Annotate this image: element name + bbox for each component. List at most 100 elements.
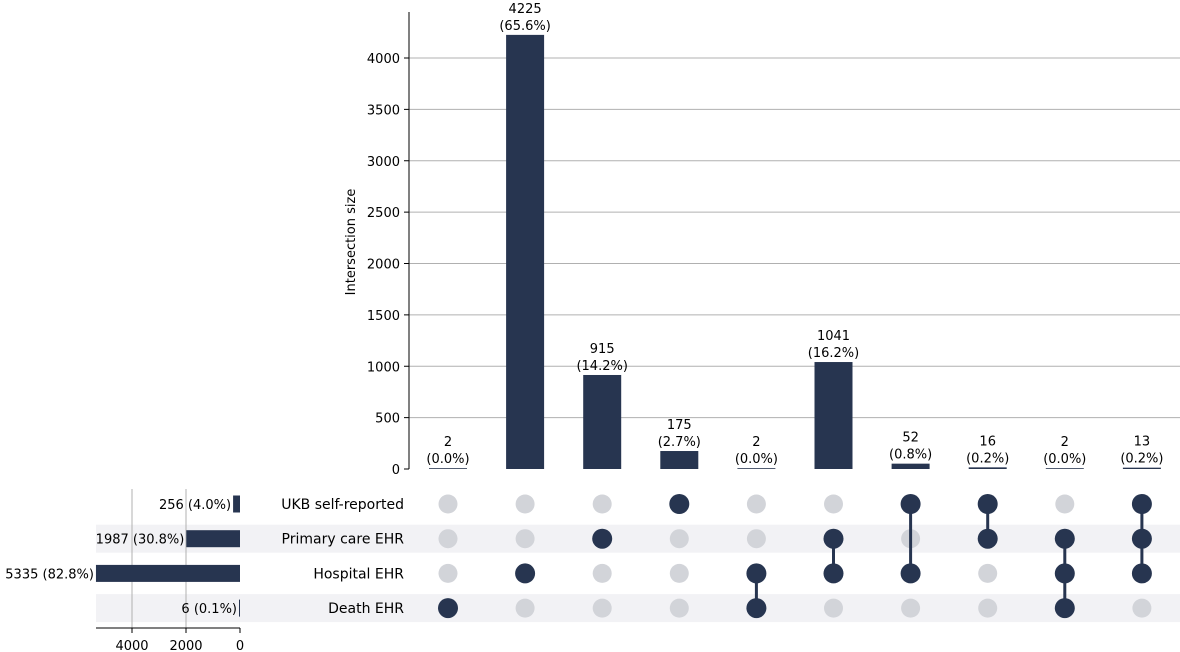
intersection-y-axis: 0 500 1000 1500 2000 2500 3000 3500 4000 [367,12,410,478]
bar-percent-label: (0.0%) [426,452,469,467]
y-tick-label: 500 [375,412,400,427]
bar-percent-label: (2.7%) [658,435,701,450]
set-name-label: Primary care EHR [282,532,405,548]
matrix-dot-inactive [901,598,921,618]
bar-percent-label: (16.2%) [808,346,859,361]
set-name-labels: UKB self-reported Primary care EHR Hospita… [281,497,404,617]
matrix-row-stripes [96,524,1180,623]
matrix-dot-inactive [746,494,766,514]
matrix-dot-inactive [592,494,612,514]
set-size-label: 256 (4.0%) [159,498,231,513]
matrix-dot-inactive [824,494,843,514]
matrix-dot-inactive [669,598,689,618]
y-tick-label: 2500 [367,206,400,221]
matrix-dot-active [823,528,844,549]
intersection-bar [429,468,467,469]
matrix-dot-active [977,528,998,549]
matrix-dot-active [1054,563,1075,584]
matrix-dot-active [977,494,998,514]
bar-percent-label: (0.2%) [966,451,1009,466]
matrix-dot-inactive [515,598,535,618]
intersection-bar [583,374,622,469]
matrix-dot-active [746,598,767,619]
bar-count-label: 915 [590,342,615,357]
matrix-dot-inactive [438,563,458,583]
matrix-dot-active [438,598,458,619]
matrix-row-stripe [96,594,1180,623]
matrix-dot-inactive [592,598,612,618]
matrix-dot-active [900,563,921,584]
intersection-bars [429,34,1161,469]
matrix-dot-inactive [669,563,689,583]
bar-count-label: 2 [444,435,452,450]
bar-percent-label: (65.6%) [499,19,550,34]
set-size-bar [233,495,240,513]
intersection-bar [1122,467,1161,469]
set-name-label: Death EHR [328,601,404,617]
intersection-bar [968,467,1007,469]
y-tick-label: 3000 [367,155,400,170]
bar-count-label: 16 [979,434,996,449]
matrix-dot-inactive [592,563,612,583]
bar-count-label: 13 [1134,435,1151,450]
matrix-dot-active [1131,494,1152,514]
set-size-tick-label: 2000 [169,639,202,652]
matrix-dot-active [900,494,921,514]
matrix-dot-inactive [438,529,458,549]
bar-count-label: 1041 [817,329,850,344]
intersection-bar-labels: 2 (0.0%) 4225 (65.6%) 915 (14.2%) 175 (2.7%) 2 (0… [426,2,1163,467]
intersection-bar [660,451,699,469]
matrix-dot-inactive [1132,598,1152,618]
matrix-dot-active [1131,563,1152,584]
matrix-dot-active [1131,528,1152,549]
set-name-label: Hospital EHR [313,566,404,582]
y-tick-label: 1000 [367,360,400,375]
set-size-tick-label: 4000 [115,639,148,652]
matrix-dot-active [823,563,844,584]
bar-count-label: 4225 [509,2,542,17]
set-size-bar [239,599,240,617]
intersection-bar [737,468,776,469]
bar-percent-label: (0.2%) [1120,452,1163,467]
bar-percent-label: (0.8%) [889,448,932,463]
bar-count-label: 2 [752,435,760,450]
bar-count-label: 2 [1061,435,1069,450]
bar-count-label: 175 [667,418,692,433]
matrix-dot-active [669,494,690,514]
matrix-dot-inactive [515,529,535,549]
matrix-dot-active [592,528,613,549]
set-size-panel: 4000 2000 0 256 (4.0%) 1987 (30.8%) 5335 (82.… [5,489,244,652]
matrix-dot-inactive [978,563,998,583]
bar-count-label: 52 [902,431,919,446]
matrix-dot-inactive [1055,494,1075,514]
matrix-dot-inactive [669,529,689,549]
intersection-bar [506,34,545,469]
bar-percent-label: (0.0%) [735,452,778,467]
y-tick-label: 0 [392,463,400,478]
intersection-bar [891,463,930,469]
matrix-dot-inactive [438,494,458,514]
intersection-bar [814,362,853,469]
bar-percent-label: (0.0%) [1043,452,1086,467]
set-size-bar [186,530,240,548]
y-tick-label: 3500 [367,103,400,118]
set-name-label: UKB self-reported [281,497,404,513]
y-tick-label: 4000 [367,52,400,67]
set-size-tick-label: 0 [236,639,244,652]
y-tick-label: 2000 [367,258,400,273]
set-size-label: 6 (0.1%) [181,602,237,617]
set-size-bar [95,564,240,582]
bar-percent-label: (14.2%) [576,359,627,374]
matrix-dot-active [746,563,767,584]
matrix-dot-active [1054,528,1075,549]
matrix-row-stripe [96,524,1180,553]
matrix-dot-inactive [824,598,843,618]
matrix-dot-inactive [746,529,766,549]
set-size-label: 1987 (30.8%) [96,533,185,548]
y-axis-title: Intersection size [344,189,359,296]
set-size-label: 5335 (82.8%) [5,567,94,582]
intersection-bar [1045,468,1084,469]
matrix-dot-active [515,563,536,584]
y-tick-label: 1500 [367,309,400,324]
